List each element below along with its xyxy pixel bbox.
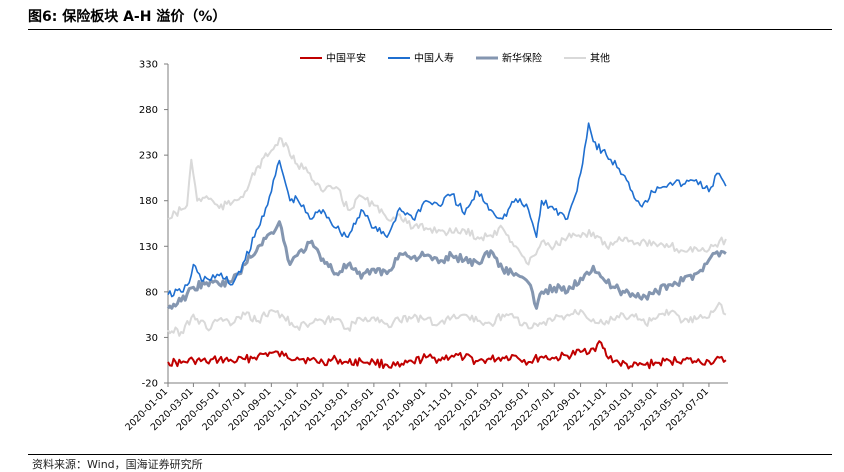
chart-legend: 中国平安 中国人寿 新华保险 其他 bbox=[300, 52, 610, 65]
y-axis: -20 30 80 130 180 230 280 330 bbox=[139, 60, 169, 390]
series-line-1 bbox=[167, 340, 727, 370]
series-layer bbox=[166, 122, 727, 370]
y-tick-label: 330 bbox=[139, 60, 158, 71]
y-tick-label: 130 bbox=[139, 242, 158, 253]
legend-label: 其他 bbox=[590, 52, 610, 65]
y-tick-label: 30 bbox=[145, 333, 158, 344]
title-rule bbox=[28, 29, 832, 30]
series-line-2 bbox=[167, 122, 727, 298]
source-note: 资料来源：Wind，国海证券研究所 bbox=[32, 458, 203, 471]
y-tick-label: 80 bbox=[145, 287, 158, 298]
legend-label: 新华保险 bbox=[502, 52, 542, 65]
legend-label: 中国平安 bbox=[326, 52, 366, 65]
legend-label: 中国人寿 bbox=[414, 52, 454, 65]
y-tick-label: -20 bbox=[142, 379, 158, 390]
y-tick-label: 230 bbox=[139, 151, 158, 162]
source-rule bbox=[28, 454, 832, 455]
y-tick-label: 280 bbox=[139, 105, 158, 116]
figure-title: 图6: 保险板块 A-H 溢价（%） bbox=[28, 9, 227, 25]
series-line-5 bbox=[167, 301, 727, 337]
x-axis: 2020-01-012020-03-012020-05-012020-07-01… bbox=[123, 382, 728, 433]
series-line-3 bbox=[166, 220, 727, 310]
series-line-4 bbox=[167, 137, 727, 266]
y-tick-label: 180 bbox=[139, 196, 158, 207]
